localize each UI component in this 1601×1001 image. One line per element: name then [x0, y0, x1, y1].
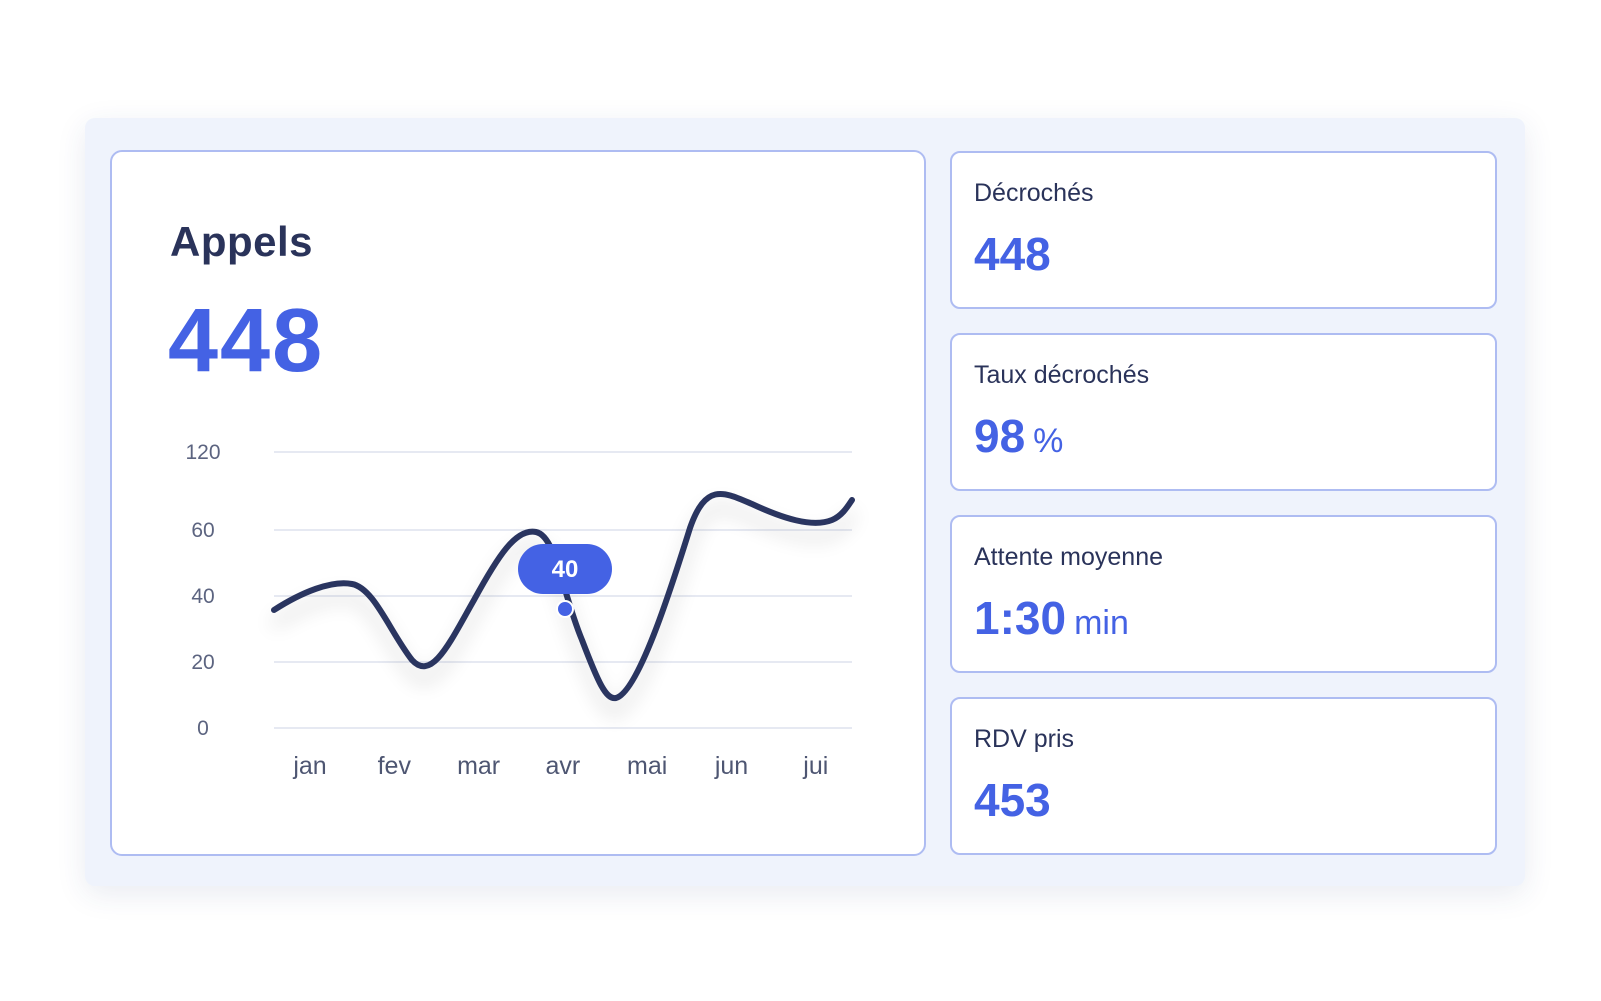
calls-total-value: 448: [168, 291, 325, 391]
stat-card-decroches: Décrochés 448: [950, 151, 1497, 309]
x-tick-label: jun: [714, 752, 748, 780]
x-tick-label: jui: [802, 752, 828, 780]
stat-value: 1:30 min: [974, 592, 1129, 644]
stat-card-attente-moyenne: Attente moyenne 1:30 min: [950, 515, 1497, 673]
y-tick-label: 20: [191, 651, 214, 674]
y-tick-label: 0: [197, 717, 209, 740]
value-tooltip: [518, 544, 612, 594]
stat-value: 98%: [974, 410, 1064, 462]
stat-value: 448: [974, 228, 1051, 280]
x-tick-label: fev: [378, 752, 412, 780]
stat-label: Attente moyenne: [974, 543, 1164, 571]
calls-card: Appels 448 120 60 40 20 0 jan fev mar avr mai jun…: [110, 150, 926, 856]
stat-label: RDV pris: [974, 725, 1075, 753]
stat-label: Taux décrochés: [974, 361, 1150, 389]
x-tick-label: avr: [546, 752, 581, 780]
stat-card-rdv-pris: RDV pris 453: [950, 697, 1497, 855]
x-tick-label: mai: [627, 752, 667, 780]
stat-card-taux-decroches: Taux décrochés 98%: [950, 333, 1497, 491]
calls-line-chart: 120 60 40 20 0 jan fev mar avr mai jun jui 40: [185, 441, 855, 780]
series-line: [271, 491, 855, 702]
y-tick-label: 40: [191, 585, 214, 608]
calls-title: Appels: [170, 218, 314, 265]
stat-label: Décrochés: [974, 179, 1094, 207]
stat-value: 453: [974, 774, 1051, 826]
stat-unit: min: [1074, 604, 1129, 642]
highlight-point[interactable]: [556, 600, 574, 618]
x-tick-label: mar: [457, 752, 500, 780]
value-tooltip-label: 40: [552, 556, 579, 583]
x-tick-label: jan: [292, 752, 326, 780]
y-tick-label: 60: [191, 519, 214, 542]
stat-unit: %: [1033, 422, 1064, 460]
y-tick-label: 120: [185, 441, 220, 464]
